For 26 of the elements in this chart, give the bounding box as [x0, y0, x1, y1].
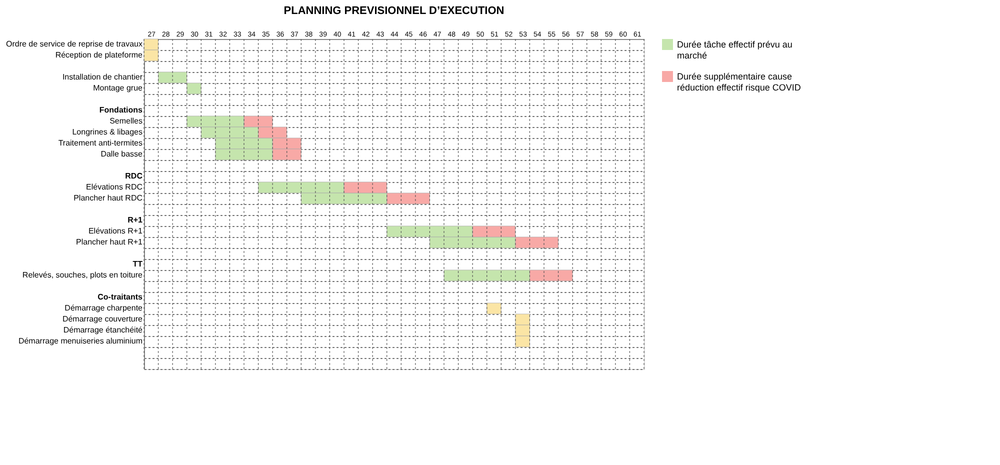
y-tick-label: Co-traitants	[98, 292, 144, 302]
y-tick-label: Dalle basse	[100, 150, 144, 158]
y-tick-label: Semelles	[110, 116, 142, 126]
y-tick-label: Démarrage étanchéité	[63, 326, 144, 334]
y-tick-label: Démarrage couverture	[62, 314, 144, 324]
y-tick-label: Relevés, souches, plots en toiture	[22, 270, 144, 280]
y-tick-label: Réception de plateforme	[55, 50, 144, 60]
legend-label: Durée supplémentaire cause réduction effectif risque COVID	[677, 72, 802, 92]
y-tick-label: TT	[132, 260, 143, 268]
y-tick-label: Elévations RDC	[86, 182, 143, 192]
legend-label: Durée tâche effectif prévu au marché	[677, 40, 792, 60]
y-tick-label: Longrines & libages	[72, 128, 142, 136]
y-tick-label: R+1	[128, 216, 144, 224]
y-tick-label: Fondations	[99, 106, 144, 114]
y-tick-label: Plancher haut RDC	[74, 194, 143, 202]
y-tick-label: Plancher haut R+1	[76, 238, 144, 246]
y-tick-label: Traitement anti-termites	[58, 138, 142, 148]
chart-title: PLANNING PREVISIONNEL D’EXECUTION	[284, 5, 504, 17]
y-tick-label: Ordre de service de reprise de travaux	[6, 40, 142, 48]
y-tick-label: Démarrage menuiseries aluminium	[18, 336, 143, 346]
y-tick-label: Elévations R+1	[88, 226, 144, 236]
y-tick-label: Démarrage charpente	[64, 304, 144, 312]
y-tick-label: RDC	[125, 172, 143, 180]
bar	[486, 302, 502, 314]
y-tick-label: Montage grue	[93, 84, 144, 92]
y-tick-label: Installation de chantier	[62, 72, 143, 82]
